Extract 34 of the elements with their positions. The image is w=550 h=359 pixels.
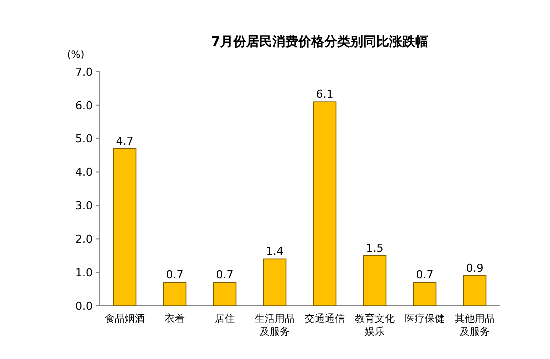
x-tick-label: 其他用品及服务	[455, 313, 495, 338]
chart-title: 7月份居民消费价格分类别同比涨跌幅	[211, 35, 429, 50]
x-tick-label: 生活用品及服务	[255, 313, 295, 338]
y-tick-label: 6.0	[76, 99, 93, 112]
bar	[213, 282, 237, 306]
x-tick-label: 食品烟酒	[105, 313, 145, 325]
y-tick-label: 3.0	[76, 200, 93, 213]
data-label: 1.5	[366, 242, 384, 255]
y-axis-title: (%)	[67, 50, 85, 61]
bar	[463, 276, 487, 306]
bar	[163, 282, 187, 306]
x-tick-label: 医疗保健	[405, 313, 445, 325]
y-tick-label: 2.0	[76, 232, 93, 246]
x-tick-label: 衣着	[165, 313, 185, 325]
y-tick-label: 5.0	[76, 132, 93, 146]
bar	[313, 102, 337, 306]
data-label: 0.7	[216, 268, 234, 282]
data-label: 0.9	[466, 262, 484, 275]
data-label: 0.7	[416, 268, 434, 282]
y-tick-label: 7.0	[76, 66, 93, 79]
bar	[113, 148, 137, 306]
data-label: 0.7	[166, 268, 184, 282]
bar	[363, 255, 387, 306]
y-tick-label: 0.0	[76, 300, 93, 313]
y-tick-label: 4.0	[76, 166, 93, 180]
x-tick-label: 交通通信	[305, 313, 345, 325]
data-label: 6.1	[316, 88, 334, 102]
data-label: 4.7	[116, 134, 134, 148]
bar	[263, 258, 287, 306]
x-tick-label: 居住	[215, 314, 235, 325]
x-tick-label: 教育文化娱乐	[355, 313, 395, 338]
bar	[413, 282, 437, 306]
data-label: 1.4	[266, 245, 284, 258]
y-tick-label: 1.0	[76, 266, 93, 280]
